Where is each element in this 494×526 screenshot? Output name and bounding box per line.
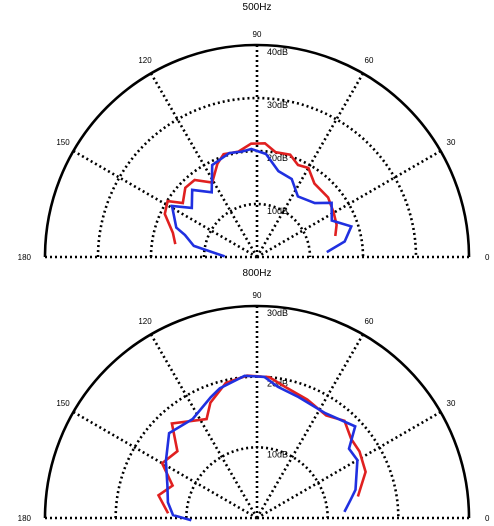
- series-red-line: [163, 141, 338, 245]
- grid-spoke: [255, 72, 365, 258]
- grid-spoke: [256, 410, 442, 520]
- theta-tick-label: 120: [138, 317, 152, 326]
- ring-label: 20dB: [267, 153, 288, 163]
- series-red-line: [156, 374, 367, 514]
- theta-tick-label: 120: [138, 56, 152, 65]
- ring-label: 40dB: [267, 47, 288, 57]
- theta-tick-label: 90: [253, 30, 262, 39]
- theta-tick-label: 30: [447, 399, 456, 408]
- series-blue-line: [164, 374, 359, 522]
- theta-tick-label: 150: [56, 399, 70, 408]
- ring-label: 10dB: [267, 206, 288, 216]
- grid-spoke: [255, 333, 365, 519]
- theta-tick-label: 150: [56, 138, 70, 147]
- theta-tick-label: 180: [18, 514, 32, 523]
- theta-tick-label: 0: [485, 514, 490, 523]
- grid-spoke: [256, 149, 442, 259]
- ring-label: 30dB: [267, 308, 288, 318]
- grid-ring: [96, 96, 418, 258]
- theta-tick-label: 60: [365, 56, 374, 65]
- theta-tick-label: 30: [447, 138, 456, 147]
- frequency-label: 500Hz: [243, 2, 272, 13]
- theta-tick-label: 60: [365, 317, 374, 326]
- frequency-label: 800Hz: [243, 268, 272, 279]
- ring-label: 10dB: [267, 449, 288, 459]
- ring-label: 30dB: [267, 100, 288, 110]
- grid-spoke: [72, 149, 258, 259]
- series-blue-line: [170, 147, 354, 258]
- theta-tick-label: 90: [253, 291, 262, 300]
- polar-chart-500Hz: 0 30 60 90 120 150 180 10dB 20dB 30dB 40dB 500Hz: [18, 2, 490, 262]
- grid-spoke: [149, 72, 259, 258]
- theta-tick-label: 0: [485, 253, 490, 262]
- grid-spoke: [149, 333, 259, 519]
- theta-tick-label: 180: [18, 253, 32, 262]
